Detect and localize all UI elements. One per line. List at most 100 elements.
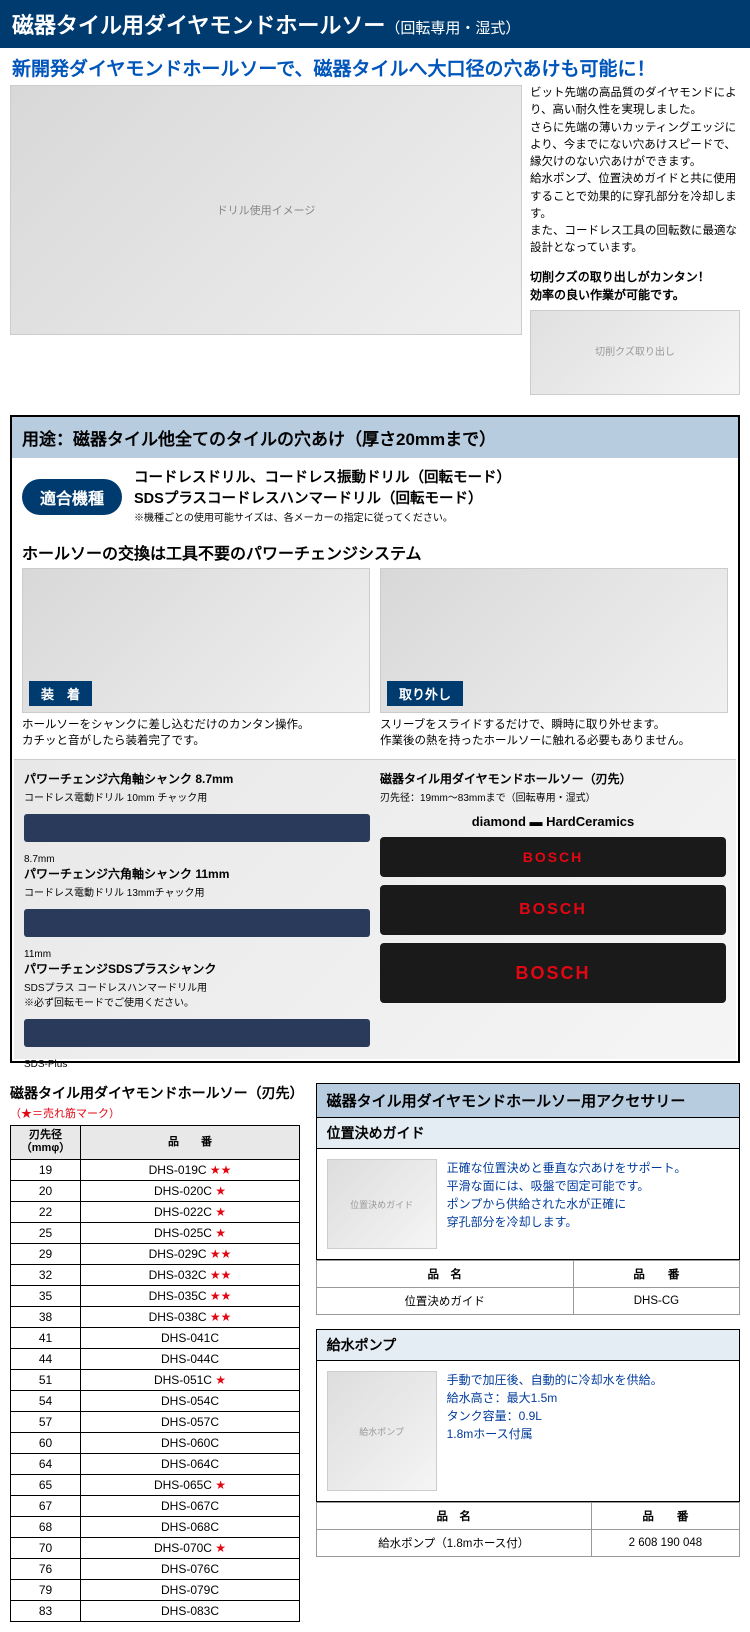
hero-description-column: ビット先端の高品質のダイヤモンドにより、高い耐久性を実現しました。 さらに先端の… (530, 85, 740, 395)
table-row: 51DHS-051C ★ (11, 1369, 300, 1390)
star-mark: ★★ (210, 1310, 232, 1324)
guide-desc: 正確な位置決めと垂直な穴あけをサポート。 平滑な面には、吸盤で固定可能です。 ポ… (447, 1159, 729, 1249)
shank-diagram: パワーチェンジ六角軸シャンク 8.7mm コードレス電動ドリル 10mm チャッ… (14, 759, 736, 1059)
cell-partno: DHS-022C ★ (81, 1201, 300, 1222)
diagram-right: 磁器タイル用ダイヤモンドホールソー（刃先） 刃先径：19mm〜83mmまで（回転… (380, 770, 726, 1049)
cell-diameter: 79 (11, 1579, 81, 1600)
hero-sub-image: 切削クズ取り出し (530, 310, 740, 395)
star-mark: ★★ (210, 1289, 232, 1303)
cell-partno: DHS-035C ★★ (81, 1285, 300, 1306)
page-title: 磁器タイル用ダイヤモンドホールソー（回転専用・湿式） (0, 0, 750, 48)
cell-diameter: 44 (11, 1348, 81, 1369)
table-row: 32DHS-032C ★★ (11, 1264, 300, 1285)
pump-name: 給水ポンプ（1.8mホース付） (316, 1530, 591, 1557)
cell-partno: DHS-068C (81, 1516, 300, 1537)
machine-text: コードレスドリル、コードレス振動ドリル（回転モード） SDSプラスコードレスハン… (134, 468, 511, 512)
machine-list: コードレスドリル、コードレス振動ドリル（回転モード） SDSプラスコードレスハン… (134, 468, 511, 527)
star-mark: ★ (215, 1205, 226, 1219)
col-partno: 品 番 (81, 1126, 300, 1159)
cell-partno: DHS-054C (81, 1390, 300, 1411)
cell-partno: DHS-065C ★ (81, 1474, 300, 1495)
shank3-sub: SDSプラス コードレスハンマードリル用 ※必ず回転モードでご使用ください。 (24, 979, 370, 1009)
star-mark: ★★ (210, 1163, 232, 1177)
machine-badge: 適合機種 (22, 479, 122, 515)
shank2-sub: コードレス電動ドリル 13mmチャック用 (24, 884, 370, 899)
star-mark: ★ (215, 1226, 226, 1240)
accessories-panel: 磁器タイル用ダイヤモンドホールソー用アクセサリー 位置決めガイド 位置決めガイド… (316, 1083, 740, 1557)
guide-title: 位置決めガイド (316, 1118, 740, 1149)
cell-partno: DHS-070C ★ (81, 1537, 300, 1558)
attach-caption: ホールソーをシャンクに差し込むだけのカンタン操作。 カチッと音がしたら装着完了で… (22, 717, 370, 749)
bottom-section: 磁器タイル用ダイヤモンドホールソー（刃先） （★＝売れ筋マーク） 刃先径 （mm… (0, 1073, 750, 1631)
hero-note: 切削クズの取り出しがカンタン！ 効率の良い作業が可能です。 (530, 268, 740, 304)
shank1-title: パワーチェンジ六角軸シャンク 8.7mm (24, 770, 370, 787)
diagram-left: パワーチェンジ六角軸シャンク 8.7mm コードレス電動ドリル 10mm チャッ… (24, 770, 370, 1049)
table-row: 57DHS-057C (11, 1411, 300, 1432)
shank2-title: パワーチェンジ六角軸シャンク 11mm (24, 865, 370, 882)
cell-diameter: 41 (11, 1327, 81, 1348)
cell-partno: DHS-051C ★ (81, 1369, 300, 1390)
star-legend: （★＝売れ筋マーク） (10, 1105, 304, 1121)
shank1-sub: コードレス電動ドリル 10mm チャック用 (24, 789, 370, 804)
attach-detach-row: 装 着 ホールソーをシャンクに差し込むだけのカンタン操作。 カチッと音がしたら装… (12, 568, 738, 759)
shank1-dim: 8.7mm (24, 854, 370, 865)
table-row: 35DHS-035C ★★ (11, 1285, 300, 1306)
cell-partno: DHS-038C ★★ (81, 1306, 300, 1327)
attach-image: 装 着 (22, 568, 370, 713)
cell-partno: DHS-083C (81, 1600, 300, 1621)
cell-partno: DHS-067C (81, 1495, 300, 1516)
pump-title: 給水ポンプ (316, 1329, 740, 1361)
cell-diameter: 65 (11, 1474, 81, 1495)
pump-name-label: 品 名 (316, 1503, 591, 1530)
cell-diameter: 83 (11, 1600, 81, 1621)
pump-table: 品 名 品 番 給水ポンプ（1.8mホース付） 2 608 190 048 (316, 1502, 740, 1557)
shank3-image (24, 1019, 370, 1047)
system-title: ホールソーの交換は工具不要のパワーチェンジシステム (12, 536, 738, 568)
guide-partno-label: 品 番 (573, 1261, 739, 1288)
star-mark: ★★ (210, 1247, 232, 1261)
table-row: 67DHS-067C (11, 1495, 300, 1516)
cell-diameter: 29 (11, 1243, 81, 1264)
cell-partno: DHS-025C ★ (81, 1222, 300, 1243)
shank2-dim: 11mm (24, 949, 370, 960)
pump-body: 給水ポンプ 手動で加圧後、自動的に冷却水を供給。 給水高さ：最大1.5m タンク… (316, 1361, 740, 1502)
pump-partno: 2 608 190 048 (591, 1530, 739, 1557)
usage-header: 用途：磁器タイル他全てのタイルの穴あけ（厚さ20mmまで） (12, 417, 738, 458)
table-row: 41DHS-041C (11, 1327, 300, 1348)
star-mark: ★ (215, 1373, 226, 1387)
cell-diameter: 19 (11, 1159, 81, 1180)
cell-partno: DHS-079C (81, 1579, 300, 1600)
bosch-medium: BOSCH (380, 885, 726, 935)
headline: 新開発ダイヤモンドホールソーで、磁器タイルへ大口径の穴あけも可能に！ (0, 48, 750, 85)
cell-diameter: 67 (11, 1495, 81, 1516)
table-row: 25DHS-025C ★ (11, 1222, 300, 1243)
guide-partno: DHS-CG (573, 1288, 739, 1315)
detach-image: 取り外し (380, 568, 728, 713)
cell-diameter: 22 (11, 1201, 81, 1222)
guide-body: 位置決めガイド 正確な位置決めと垂直な穴あけをサポート。 平滑な面には、吸盤で固… (316, 1149, 740, 1260)
holesaw-sub: 刃先径：19mm〜83mmまで（回転専用・湿式） (380, 789, 726, 804)
table-row: 64DHS-064C (11, 1453, 300, 1474)
hero-description: ビット先端の高品質のダイヤモンドにより、高い耐久性を実現しました。 さらに先端の… (530, 85, 740, 258)
detach-tag: 取り外し (387, 681, 463, 706)
table-row: 44DHS-044C (11, 1348, 300, 1369)
table-row: 70DHS-070C ★ (11, 1537, 300, 1558)
col-diameter: 刃先径 （mmφ） (11, 1126, 81, 1159)
cell-diameter: 51 (11, 1369, 81, 1390)
table-row: 22DHS-022C ★ (11, 1201, 300, 1222)
cell-diameter: 54 (11, 1390, 81, 1411)
shank1-image (24, 814, 370, 842)
hero-image: ドリル使用イメージ (10, 85, 522, 335)
guide-name-label: 品 名 (316, 1261, 573, 1288)
usage-section: 用途：磁器タイル他全てのタイルの穴あけ（厚さ20mmまで） 適合機種 コードレス… (10, 415, 740, 1064)
sds-label: SDS-Plus (24, 1059, 370, 1070)
cell-partno: DHS-060C (81, 1432, 300, 1453)
cell-diameter: 68 (11, 1516, 81, 1537)
guide-image: 位置決めガイド (327, 1159, 437, 1249)
cell-diameter: 70 (11, 1537, 81, 1558)
pump-image: 給水ポンプ (327, 1371, 437, 1491)
table-row: 60DHS-060C (11, 1432, 300, 1453)
table-row: 83DHS-083C (11, 1600, 300, 1621)
holesaw-title: 磁器タイル用ダイヤモンドホールソー（刃先） (380, 770, 726, 787)
spec-table-column: 磁器タイル用ダイヤモンドホールソー（刃先） （★＝売れ筋マーク） 刃先径 （mm… (10, 1083, 304, 1621)
